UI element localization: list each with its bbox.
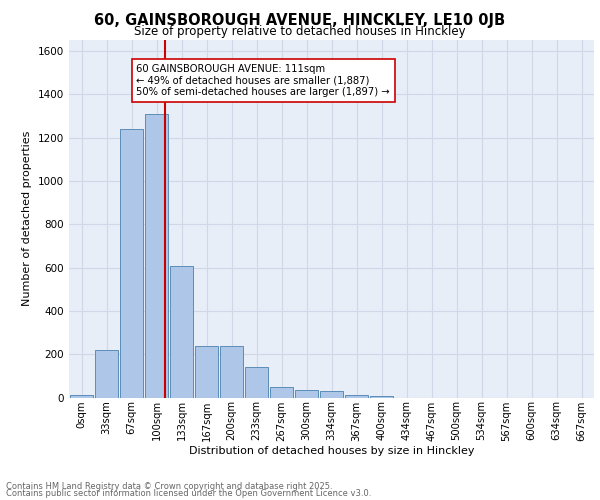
Bar bbox=[170, 266, 193, 398]
Text: 60, GAINSBOROUGH AVENUE, HINCKLEY, LE10 0JB: 60, GAINSBOROUGH AVENUE, HINCKLEY, LE10 … bbox=[94, 12, 506, 28]
X-axis label: Distribution of detached houses by size in Hinckley: Distribution of detached houses by size … bbox=[189, 446, 474, 456]
Bar bbox=[320, 392, 343, 398]
Text: Contains public sector information licensed under the Open Government Licence v3: Contains public sector information licen… bbox=[6, 489, 371, 498]
Y-axis label: Number of detached properties: Number of detached properties bbox=[22, 131, 32, 306]
Bar bbox=[70, 396, 93, 398]
Bar bbox=[370, 396, 393, 398]
Bar bbox=[245, 367, 268, 398]
Bar bbox=[195, 346, 218, 398]
Text: 60 GAINSBOROUGH AVENUE: 111sqm
← 49% of detached houses are smaller (1,887)
50% : 60 GAINSBOROUGH AVENUE: 111sqm ← 49% of … bbox=[137, 64, 390, 97]
Bar bbox=[145, 114, 168, 398]
Bar bbox=[295, 390, 318, 398]
Bar bbox=[345, 396, 368, 398]
Bar bbox=[95, 350, 118, 398]
Bar bbox=[270, 386, 293, 398]
Bar bbox=[220, 346, 243, 398]
Text: Size of property relative to detached houses in Hinckley: Size of property relative to detached ho… bbox=[134, 25, 466, 38]
Text: Contains HM Land Registry data © Crown copyright and database right 2025.: Contains HM Land Registry data © Crown c… bbox=[6, 482, 332, 491]
Bar bbox=[120, 129, 143, 398]
